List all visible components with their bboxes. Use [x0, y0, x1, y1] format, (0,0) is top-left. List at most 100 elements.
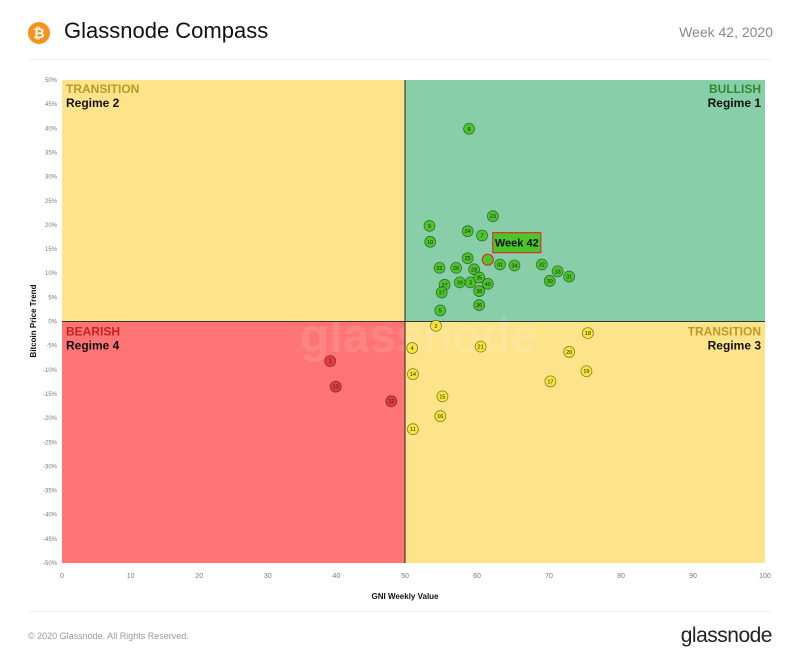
data-point-label: 2 — [434, 324, 437, 330]
data-point-label: 41 — [497, 263, 503, 269]
data-point-37 — [435, 286, 448, 299]
y-tick-label: -30% — [43, 464, 58, 470]
data-point-label: 10 — [427, 240, 433, 246]
x-tick-label: 30 — [264, 573, 272, 580]
x-axis-label: GNI Weekly Value — [372, 592, 440, 601]
data-point-25 — [461, 252, 474, 265]
data-point-9 — [423, 219, 436, 232]
copyright: © 2020 Glassnode. All Rights Reserved. — [28, 631, 189, 641]
data-point-label: 15 — [439, 394, 445, 400]
y-tick-label: -5% — [46, 344, 57, 350]
y-tick-label: -25% — [43, 440, 58, 446]
y-tick-label: 50% — [45, 78, 58, 84]
current-week-label: Week 42 — [495, 238, 539, 250]
y-tick-label: -10% — [43, 368, 58, 374]
quadrant-name: BEARISH — [66, 325, 120, 339]
x-tick-label: 0 — [60, 573, 64, 580]
data-point-31 — [563, 270, 576, 283]
data-point-label: 37 — [439, 291, 445, 297]
data-point-40 — [481, 277, 494, 290]
bitcoin-icon: ₿ — [28, 22, 50, 44]
y-tick-label: 0% — [48, 320, 57, 326]
data-point-35 — [473, 271, 486, 284]
data-point-label: 24 — [465, 229, 471, 235]
data-point-26 — [450, 261, 463, 274]
quadrant-regime: Regime 4 — [66, 339, 120, 353]
data-point-label: 21 — [478, 345, 484, 351]
data-point-label: 25 — [465, 256, 471, 262]
y-tick-label: -50% — [43, 561, 58, 567]
data-point-label: 1 — [329, 359, 332, 365]
data-point-18 — [581, 327, 594, 339]
data-point-label: 18 — [585, 331, 591, 337]
data-point-14 — [407, 368, 419, 381]
data-point-label: 16 — [437, 414, 443, 420]
y-tick-label: 45% — [45, 102, 58, 108]
data-point-label: 34 — [511, 263, 517, 269]
x-tick-label: 60 — [473, 573, 481, 580]
data-point-label: 14 — [410, 372, 416, 378]
data-point-label: 28 — [471, 267, 477, 273]
x-tick-label: 90 — [689, 573, 697, 580]
data-point-32 — [535, 258, 548, 271]
data-point-28 — [468, 263, 481, 276]
data-point-15 — [436, 390, 449, 403]
data-point-11 — [407, 423, 419, 436]
week-label: Week 42, 2020 — [679, 24, 773, 40]
data-point-30 — [543, 275, 556, 287]
data-point-label: 26 — [453, 266, 459, 272]
y-tick-label: 5% — [48, 295, 57, 301]
data-point-20 — [563, 346, 576, 358]
data-point-label: 5 — [439, 308, 442, 314]
y-tick-label: -45% — [43, 537, 58, 543]
quadrant-regime: Regime 2 — [66, 96, 120, 110]
data-point-label: 7 — [481, 234, 484, 240]
y-tick-label: 20% — [45, 223, 58, 229]
data-point-19 — [580, 365, 593, 378]
data-point-23 — [486, 210, 499, 223]
data-point-label: 38 — [476, 289, 482, 295]
quadrant-3 — [62, 321, 405, 563]
y-axis-label: Bitcoin Price Trend — [29, 284, 38, 357]
data-point-8 — [463, 122, 475, 135]
quadrant-regime: Regime 1 — [708, 96, 762, 110]
data-point-label: 22 — [436, 266, 442, 272]
data-point-38 — [473, 285, 486, 297]
page-title: Glassnode Compass — [64, 18, 269, 43]
data-point-label: 23 — [490, 214, 496, 220]
y-tick-label: -15% — [43, 392, 58, 398]
data-point-label: 9 — [428, 224, 431, 230]
data-point-label: 31 — [566, 275, 572, 281]
y-tick-label: -40% — [43, 513, 58, 519]
data-point-label: 40 — [485, 282, 491, 288]
x-tick-label: 40 — [333, 573, 341, 580]
data-point-12 — [385, 395, 398, 408]
quadrant-regime: Regime 3 — [708, 339, 762, 353]
data-point-label: 20 — [566, 350, 572, 356]
header-divider — [28, 59, 772, 60]
x-tick-label: 50 — [401, 573, 409, 580]
x-tick-label: 10 — [127, 573, 135, 580]
y-tick-label: 35% — [45, 150, 58, 156]
data-point-label: 32 — [539, 263, 545, 269]
current-week-point — [481, 253, 494, 266]
data-point-21 — [474, 340, 487, 353]
data-point-label: 13 — [333, 385, 339, 391]
data-point-label: 3 — [469, 280, 472, 286]
data-point-label: 8 — [468, 127, 471, 133]
data-point-label: 27 — [442, 283, 448, 289]
y-tick-label: 30% — [45, 175, 58, 181]
data-point-7 — [476, 229, 488, 242]
y-tick-label: 15% — [45, 247, 58, 253]
x-tick-label: 80 — [617, 573, 625, 580]
data-point-36 — [473, 299, 486, 311]
data-point-10 — [424, 235, 437, 248]
y-tick-label: -35% — [43, 489, 58, 495]
y-tick-label: -20% — [43, 416, 58, 422]
quadrant-name: TRANSITION — [66, 82, 139, 96]
quadrant-1 — [62, 80, 405, 322]
data-point-label: 12 — [388, 399, 394, 405]
data-point-13 — [329, 380, 342, 393]
y-tick-label: 40% — [45, 126, 58, 132]
